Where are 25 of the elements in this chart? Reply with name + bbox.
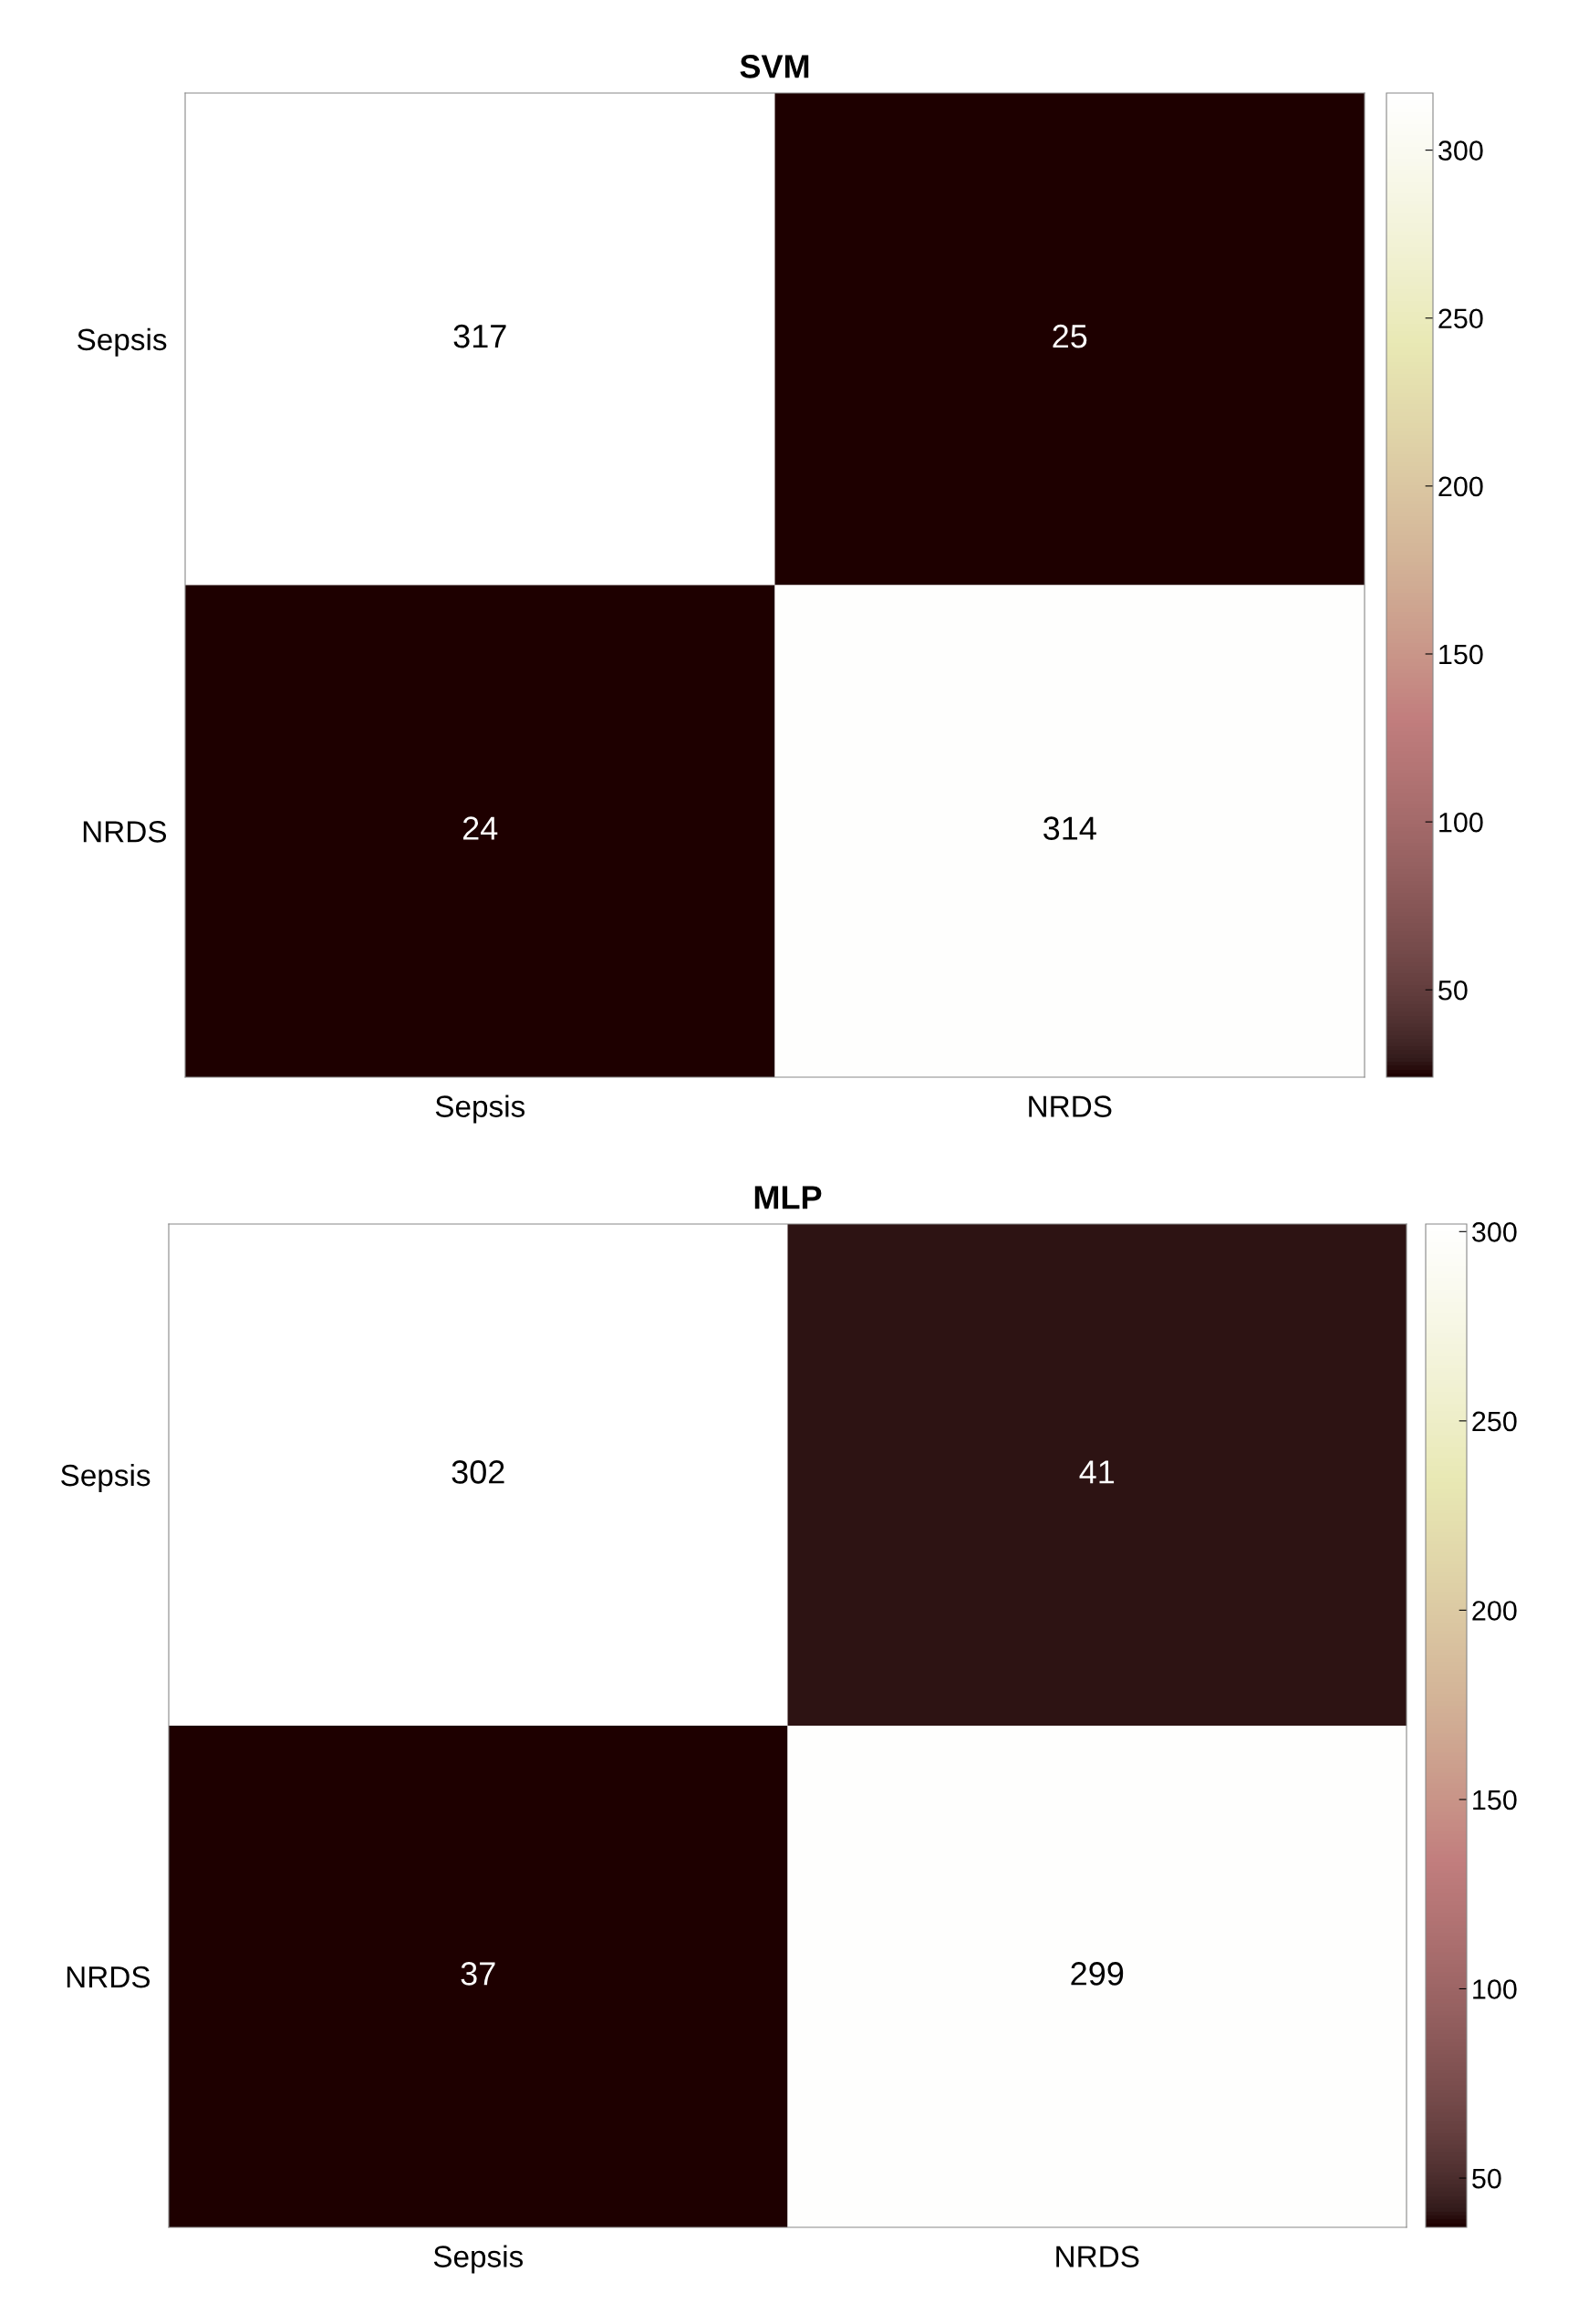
data-label: 41 (1079, 1460, 1115, 1484)
color-bar-label: 300 (1472, 1222, 1517, 1242)
color-bar-label: 150 (1439, 644, 1483, 665)
color-bar-label: 200 (1438, 476, 1483, 497)
chart-title: SVM (740, 55, 809, 78)
data-label: 317 (453, 324, 506, 348)
y-tick-label: Sepsis (78, 327, 167, 357)
data-label: 24 (462, 816, 498, 840)
data-label: 314 (1043, 816, 1096, 840)
data-label: 25 (1053, 324, 1087, 348)
color-bar-label: 50 (1472, 2168, 1501, 2189)
data-label: 302 (452, 1460, 504, 1484)
data-label: 299 (1071, 1962, 1124, 1986)
color-bar-label: 100 (1439, 812, 1483, 833)
color-bar-label: 150 (1473, 1790, 1517, 1810)
color-bar-label: 50 (1438, 980, 1468, 1001)
color-bar-label: 250 (1472, 1411, 1517, 1432)
y-tick-label: NRDS (67, 1966, 151, 1988)
color-bar-label: 250 (1438, 308, 1483, 329)
y-tick-label: Sepsis (61, 1463, 151, 1492)
data-label: 37 (461, 1962, 495, 1986)
color-bar-label: 300 (1438, 140, 1483, 161)
color-bar-label: 100 (1473, 1979, 1517, 1999)
chart-title: MLP (754, 1186, 822, 1209)
color-bar-label: 200 (1472, 1601, 1517, 1621)
